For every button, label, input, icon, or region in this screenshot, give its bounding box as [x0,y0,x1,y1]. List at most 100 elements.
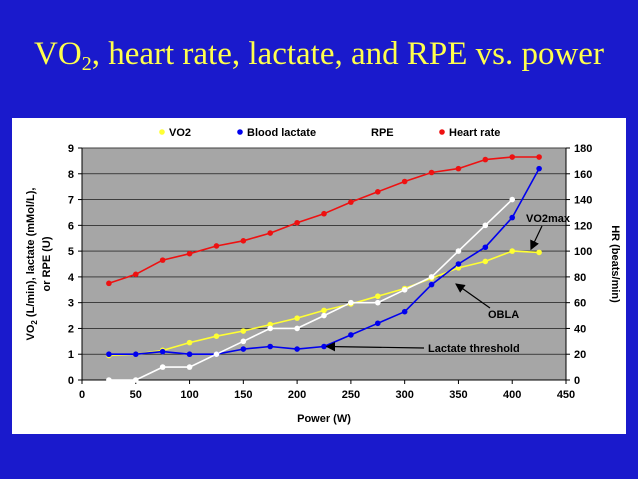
y-right-tick-label: 80 [574,272,586,284]
data-point-heart-rate [401,178,408,185]
annotation-lactate-threshold: Lactate threshold [428,343,520,355]
y-left-axis-title-line2: or RPE (U) [41,236,53,291]
y-left-tick-label: 9 [68,143,74,155]
data-point-heart-rate [321,210,327,217]
data-point-heart-rate [132,271,139,278]
data-point-vo2 [509,248,516,254]
x-tick-label: 250 [342,389,360,401]
data-point-blood-lactate [240,346,247,352]
y-left-tick-label: 8 [68,169,74,181]
legend-marker [439,129,445,135]
annotation-vo2max: VO2max [526,213,571,225]
x-tick-label: 150 [234,389,252,401]
y-left-tick-label: 0 [68,375,74,387]
x-tick-label: 400 [503,389,521,401]
data-point-heart-rate [106,280,112,287]
data-point-blood-lactate [455,261,462,267]
data-point-blood-lactate [536,165,542,172]
y-left-tick-label: 4 [68,272,75,284]
y-left-axis-title: VO2 (L/min), lactate (mMol/L), [25,188,39,341]
y-left-title-sub: 2 [30,320,39,325]
legend-label: Blood lactate [247,127,316,139]
y-right-tick-label: 40 [574,323,586,335]
data-point-blood-lactate [428,281,435,288]
data-point-blood-lactate [294,346,300,352]
data-point-blood-lactate [267,343,274,350]
x-tick-label: 350 [449,389,467,401]
x-tick-label: 300 [395,389,413,401]
data-point-rpe [401,286,408,293]
y-left-tick-label: 2 [68,323,74,335]
y-right-tick-label: 160 [574,169,592,181]
data-point-vo2 [482,258,489,265]
y-right-tick-label: 140 [574,195,592,207]
annotation-lactate-threshold-arrow [325,341,425,352]
y-right-tick-label: 60 [574,298,586,310]
x-tick-label: 50 [130,389,142,401]
y-right-tick-label: 20 [574,349,586,361]
data-point-blood-lactate [509,214,516,221]
x-tick-label: 100 [180,389,198,401]
y-left-tick-label: 5 [68,246,74,258]
data-point-heart-rate [348,199,354,205]
data-point-vo2 [267,321,274,328]
legend-marker [159,129,165,135]
data-point-blood-lactate [186,351,193,358]
legend-label: Heart rate [449,127,500,139]
data-point-blood-lactate [374,320,381,327]
y-right-tick-label: 100 [574,246,592,258]
data-point-blood-lactate [348,332,354,338]
data-point-vo2 [321,307,327,314]
title-rest: , heart rate, lactate, and RPE vs. power [91,36,604,72]
title-subscript: 2 [81,53,92,75]
legend-marker [237,129,243,135]
x-tick-label: 200 [288,389,306,401]
y-left-title-main: VO [25,324,37,340]
data-point-blood-lactate [132,351,139,358]
data-point-blood-lactate [106,351,112,358]
data-point-heart-rate [294,219,300,226]
title-prefix: VO [34,36,82,72]
data-point-blood-lactate [482,244,489,251]
data-point-heart-rate [159,257,166,263]
y-left-title-rest: (L/min), lactate (mMol/L), [25,188,37,321]
data-point-rpe [159,364,166,370]
x-axis-title: Power (W) [297,413,351,425]
data-point-rpe [509,196,516,203]
chart-svg: 0 1 2 3 4 5 6 7 8 9 0 20 40 60 80 100 120 140 160 180 0 50 100… [25,127,621,425]
data-point-rpe [348,299,354,306]
annotation-obla: OBLA [488,309,519,321]
series-line-rpe [108,199,513,381]
annotation-vo2max-arrow [530,225,543,251]
y-right-tick-label: 120 [574,220,592,232]
data-point-rpe [267,325,274,332]
data-point-vo2 [186,339,193,346]
chart-box: 0 1 2 3 4 5 6 7 8 9 0 20 40 60 80 100 120 140 160 180 0 50 100… [12,118,626,434]
data-point-rpe [294,325,300,332]
data-point-vo2 [294,315,300,321]
legend-marker [361,129,367,135]
data-point-heart-rate [509,154,516,160]
slide-title: VO2, heart rate, lactate, and RPE vs. po… [0,36,638,75]
legend-label: VO2 [169,127,191,139]
legend-label: RPE [371,127,394,139]
data-point-blood-lactate [159,348,166,355]
data-point-vo2 [455,265,462,271]
data-point-heart-rate [186,250,193,257]
x-tick-label: 450 [557,389,575,401]
data-point-blood-lactate [321,343,327,350]
data-point-rpe [186,364,193,370]
data-point-rpe [482,222,489,229]
data-point-heart-rate [374,189,381,195]
data-point-heart-rate [455,165,462,172]
y-left-tick-label: 1 [68,349,74,361]
data-point-heart-rate [240,238,247,244]
data-point-blood-lactate [401,308,408,315]
data-point-rpe [455,248,462,254]
data-point-heart-rate [213,243,220,249]
data-point-rpe [428,274,435,280]
data-point-rpe [106,377,112,383]
y-right-tick-label: 0 [574,375,580,387]
y-left-tick-label: 6 [68,220,74,232]
data-point-vo2 [536,249,542,256]
